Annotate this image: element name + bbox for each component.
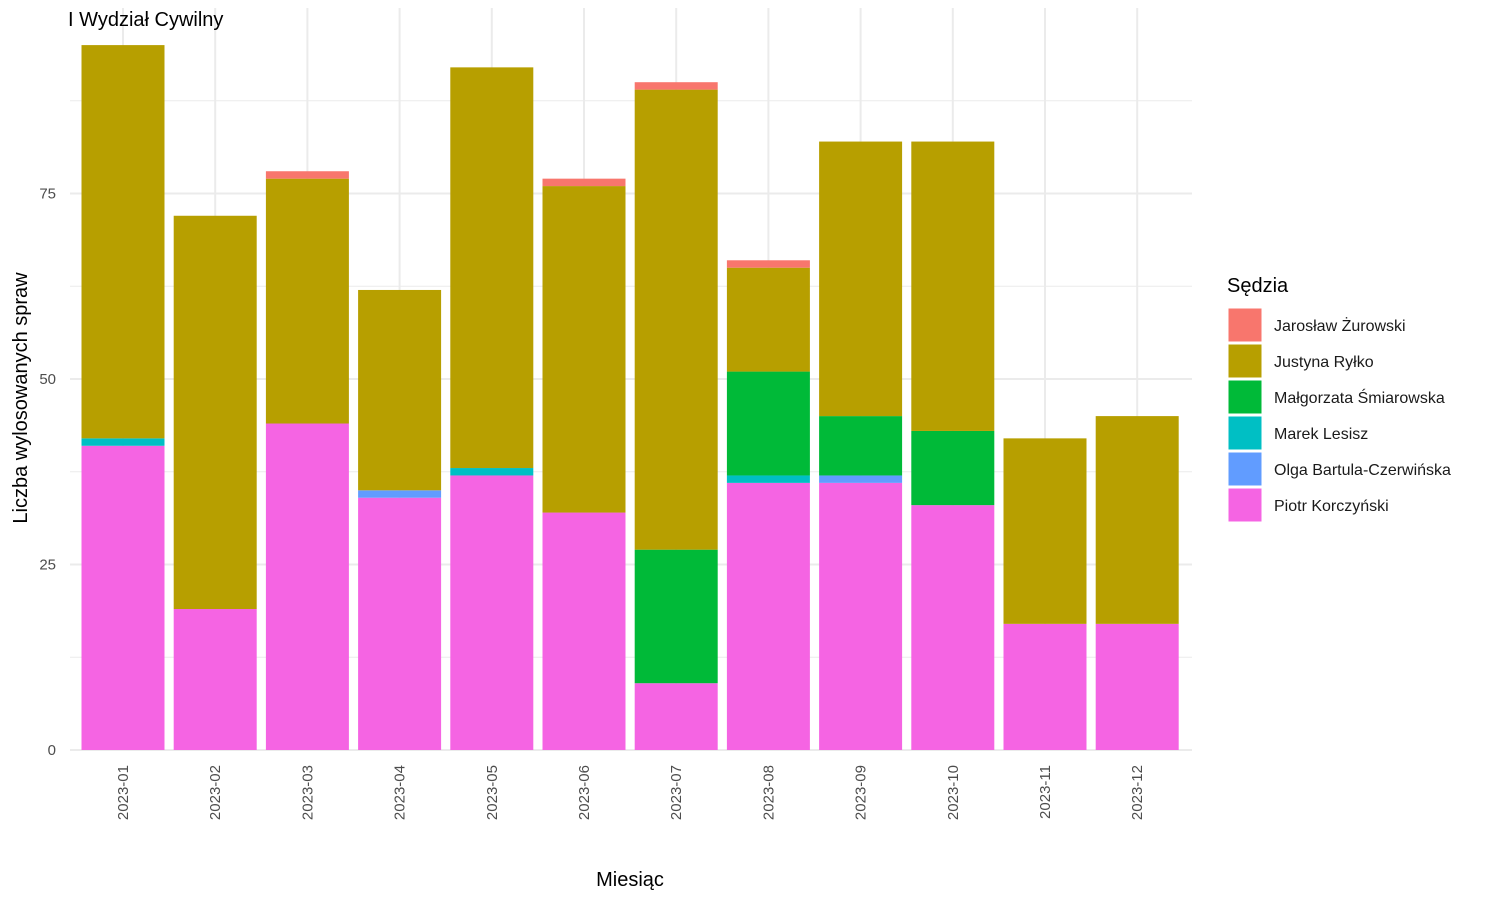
legend-label: Piotr Korczyński bbox=[1274, 498, 1389, 515]
bar-segment bbox=[819, 416, 903, 476]
y-axis-title: Liczba wylosowanych spraw bbox=[10, 272, 32, 524]
bar-segment bbox=[1003, 623, 1087, 750]
bar-segment bbox=[634, 549, 718, 684]
legend-label: Olga Bartula-Czerwińska bbox=[1274, 462, 1451, 479]
bar-segment bbox=[173, 215, 257, 610]
legend-items: Jarosław Żurowski Justyna Ryłko Małgorzata… bbox=[1227, 307, 1451, 523]
legend-swatch bbox=[1227, 307, 1263, 343]
y-tick-label: 50 bbox=[39, 371, 56, 388]
bar-segment bbox=[542, 178, 626, 187]
bar-segment bbox=[542, 512, 626, 750]
bar-segment bbox=[726, 475, 810, 483]
legend-swatch bbox=[1227, 379, 1263, 415]
bar-segment bbox=[1095, 416, 1179, 624]
x-axis-title: Miesiąc bbox=[596, 869, 664, 891]
bar-segment bbox=[173, 609, 257, 750]
bar-segment bbox=[726, 260, 810, 268]
bar-segment bbox=[450, 475, 534, 750]
legend: Sędzia Jarosław Żurowski Justyna Ryłko Mał… bbox=[1227, 275, 1451, 523]
bar-segment bbox=[726, 267, 810, 372]
x-tick-label: 2023-04 bbox=[392, 765, 409, 820]
legend-label: Jarosław Żurowski bbox=[1274, 316, 1406, 335]
bar-segment bbox=[726, 482, 810, 750]
bar-segment bbox=[911, 505, 995, 750]
bar-segment bbox=[819, 482, 903, 750]
bar-segment bbox=[634, 82, 718, 90]
legend-title: Sędzia bbox=[1227, 275, 1289, 297]
legend-swatch bbox=[1227, 451, 1263, 487]
bar-segment bbox=[358, 490, 442, 498]
bar-stack-2023-09 bbox=[819, 141, 903, 750]
x-tick-label: 2023-03 bbox=[299, 765, 316, 820]
bar-segment bbox=[819, 475, 903, 483]
y-tick-label: 25 bbox=[39, 557, 56, 574]
legend-item: Piotr Korczyński bbox=[1227, 487, 1389, 523]
x-tick-label: 2023-10 bbox=[945, 765, 962, 820]
legend-swatch bbox=[1227, 487, 1263, 523]
bar-segment bbox=[1095, 623, 1179, 750]
legend-item: Małgorzata Śmiarowska bbox=[1227, 379, 1445, 415]
bar-segment bbox=[634, 683, 718, 750]
bar-stack-2023-06 bbox=[542, 178, 626, 750]
bar-segment bbox=[265, 423, 349, 750]
bar-segment bbox=[911, 141, 995, 431]
bar-segment bbox=[819, 141, 903, 417]
bar-segment bbox=[358, 497, 442, 750]
x-tick-label: 2023-12 bbox=[1129, 765, 1146, 820]
bar-stack-2023-02 bbox=[173, 215, 257, 750]
bars-layer bbox=[81, 45, 1179, 750]
bar-segment bbox=[450, 67, 534, 469]
legend-item: Jarosław Żurowski bbox=[1227, 307, 1406, 343]
bar-segment bbox=[911, 430, 995, 506]
axes-layer: 0 25 50 75 2023-01 2023-02 2023-03 2023-04 2023-… bbox=[39, 186, 1146, 821]
x-tick-label: 2023-07 bbox=[668, 765, 685, 820]
bar-segment bbox=[265, 171, 349, 179]
x-tick-label: 2023-08 bbox=[760, 765, 777, 820]
legend-label: Justyna Ryłko bbox=[1274, 354, 1374, 371]
bar-segment bbox=[542, 186, 626, 513]
bar-stack-2023-10 bbox=[911, 141, 995, 750]
bar-stack-2023-11 bbox=[1003, 438, 1087, 750]
bar-stack-2023-04 bbox=[358, 289, 442, 750]
bar-segment bbox=[81, 438, 165, 446]
legend-label: Małgorzata Śmiarowska bbox=[1274, 388, 1445, 407]
y-tick-label: 75 bbox=[39, 186, 56, 203]
legend-swatch bbox=[1227, 415, 1263, 451]
bar-segment bbox=[450, 468, 534, 476]
bar-segment bbox=[265, 178, 349, 424]
x-tick-label: 2023-11 bbox=[1037, 765, 1054, 819]
legend-swatch bbox=[1227, 343, 1263, 379]
x-tick-label: 2023-09 bbox=[853, 765, 870, 820]
x-tick-label: 2023-01 bbox=[115, 765, 132, 820]
x-tick-label: 2023-06 bbox=[576, 765, 593, 820]
chart-title: I Wydział Cywilny bbox=[68, 9, 223, 31]
bar-segment bbox=[1003, 438, 1087, 624]
legend-item: Olga Bartula-Czerwińska bbox=[1227, 451, 1451, 487]
bar-segment bbox=[81, 445, 165, 750]
bar-stack-2023-07 bbox=[634, 82, 718, 750]
y-tick-label: 0 bbox=[48, 742, 56, 759]
bar-segment bbox=[634, 89, 718, 550]
bar-stack-2023-01 bbox=[81, 45, 165, 750]
x-tick-label: 2023-02 bbox=[207, 765, 224, 820]
legend-item: Marek Lesisz bbox=[1227, 415, 1368, 451]
x-tick-label: 2023-05 bbox=[484, 765, 501, 820]
bar-segment bbox=[81, 45, 165, 439]
legend-item: Justyna Ryłko bbox=[1227, 343, 1374, 379]
bar-stack-2023-05 bbox=[450, 67, 534, 750]
bar-segment bbox=[358, 289, 442, 491]
bar-stack-2023-08 bbox=[726, 260, 810, 750]
bar-segment bbox=[726, 371, 810, 476]
legend-label: Marek Lesisz bbox=[1274, 426, 1368, 443]
bar-stack-2023-12 bbox=[1095, 416, 1179, 750]
bar-stack-2023-03 bbox=[265, 171, 349, 750]
